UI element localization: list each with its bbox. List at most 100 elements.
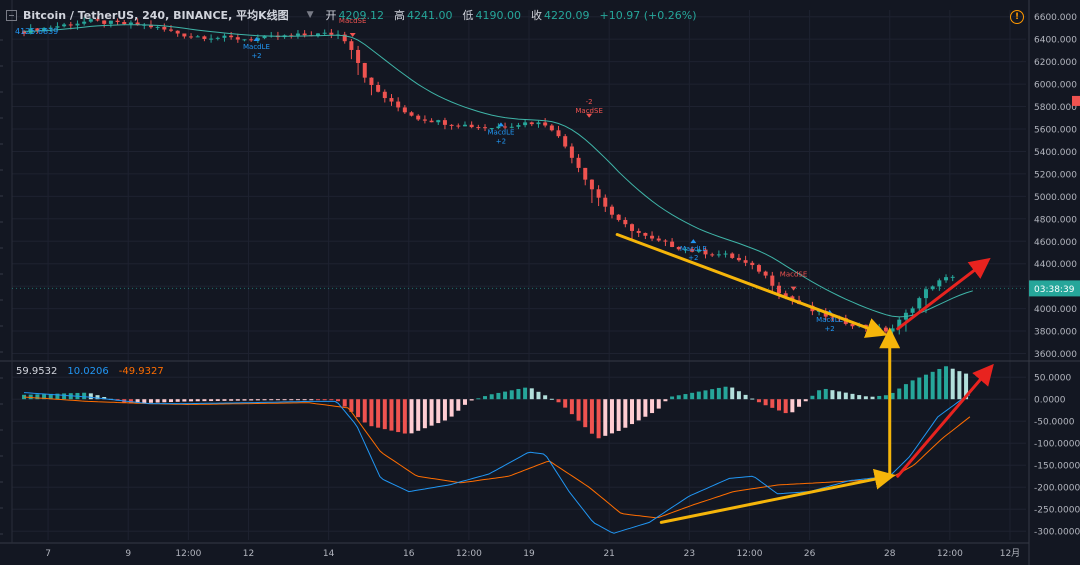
- candle-body: [736, 257, 741, 261]
- macd-histogram-bar: [616, 399, 621, 431]
- candle-body: [790, 296, 795, 301]
- macd-histogram-bar: [630, 399, 635, 425]
- candle-body: [122, 22, 127, 25]
- macd-histogram-bar: [456, 399, 461, 411]
- macd-histogram-bar: [797, 399, 802, 407]
- candle-body: [436, 120, 441, 123]
- macd-histogram-bar: [837, 391, 842, 400]
- candle-body: [603, 197, 608, 207]
- macd-histogram-bar: [242, 399, 247, 401]
- macd-histogram-bar: [763, 399, 768, 406]
- short-signal-arrow-icon: [790, 286, 797, 291]
- candle-body: [82, 21, 87, 24]
- price-tick-label: 5800.000: [1034, 103, 1077, 113]
- macd-histogram-bar: [88, 393, 93, 400]
- macd-histogram-bar: [229, 399, 234, 401]
- macd-histogram-bar: [389, 399, 394, 431]
- macd-histogram-bar: [563, 399, 568, 408]
- macd-histogram-bar: [402, 399, 407, 434]
- high-value: 4241.00: [407, 8, 453, 22]
- candle-body: [723, 253, 728, 255]
- macd-histogram-bar: [409, 399, 414, 434]
- time-tick-label: 12月: [1000, 548, 1020, 559]
- macd-histogram-bar: [944, 366, 949, 400]
- signal-label: +2: [824, 325, 834, 333]
- candle-body: [483, 127, 488, 129]
- candle-body: [442, 120, 447, 125]
- macd-histogram-bar: [569, 399, 574, 415]
- macd-histogram-bar: [342, 399, 347, 407]
- macd-histogram-bar: [576, 399, 581, 421]
- time-tick-label: 12:00: [937, 549, 963, 559]
- signal-label: MacdSE: [575, 107, 603, 115]
- price-tick-label: 3600.000: [1034, 350, 1077, 360]
- candle-body: [409, 112, 414, 116]
- candle-body: [48, 27, 53, 29]
- macd-histogram-bar: [556, 399, 561, 403]
- macd-histogram-bar: [843, 392, 848, 400]
- candle-body: [35, 28, 40, 32]
- time-tick-label: 12:00: [456, 549, 482, 559]
- macd-histogram-bar: [910, 380, 915, 400]
- chevron-down-icon[interactable]: ▼: [306, 10, 314, 20]
- macd-histogram-bar: [917, 377, 922, 400]
- candle-body: [229, 35, 234, 38]
- macd-histogram-bar: [957, 371, 962, 400]
- macd-histogram-bar: [710, 389, 715, 400]
- candle-body: [756, 265, 761, 272]
- signal-label: +2: [688, 254, 698, 262]
- candle-body: [182, 33, 187, 37]
- low-value: 4190.00: [475, 8, 522, 22]
- macd-histogram-bar: [496, 392, 501, 400]
- candle-body: [516, 125, 521, 127]
- macd-histogram-bar: [275, 399, 280, 401]
- candle-body: [616, 214, 621, 220]
- signal-label: MacdLE: [243, 43, 270, 51]
- candle-body: [115, 20, 120, 23]
- macd-histogram-bar: [937, 368, 942, 400]
- red-trend-arrow: [896, 257, 991, 331]
- macd-histogram-bar: [416, 399, 421, 431]
- macd-histogram-bar: [289, 399, 294, 401]
- macd-histogram-bar: [489, 394, 494, 400]
- candle-body: [883, 327, 888, 332]
- candle-body: [776, 285, 781, 294]
- candle-body: [930, 286, 935, 290]
- candle-body: [202, 36, 207, 39]
- price-tick-label: 5000.000: [1034, 193, 1077, 203]
- candle-body: [429, 120, 434, 123]
- symbol-title[interactable]: Bitcoin / TetherUS, 240, BINANCE, 平均K线图: [23, 9, 289, 22]
- time-tick-label: 12:00: [736, 549, 762, 559]
- macd-histogram-bar: [449, 399, 454, 417]
- candle-body: [589, 179, 594, 190]
- candle-body: [329, 32, 334, 35]
- macd-histogram-bar: [790, 399, 795, 413]
- macd-histogram-bar: [743, 394, 748, 400]
- change-value: +10.97 (+0.26%): [599, 8, 697, 22]
- macd-histogram-bar: [930, 371, 935, 400]
- candle-body: [75, 23, 80, 26]
- candle-body: [576, 157, 581, 168]
- candle-body: [342, 34, 347, 42]
- long-signal-arrow-icon: [690, 239, 697, 244]
- minus-box-icon[interactable]: [6, 9, 17, 21]
- candle-body: [215, 37, 220, 39]
- time-tick-label: 19: [523, 549, 535, 559]
- macd-tick-label: 0.0000: [1034, 396, 1066, 406]
- candle-body: [609, 206, 614, 215]
- macd-histogram-bar: [469, 399, 474, 401]
- candle-body: [536, 122, 541, 125]
- price-tick-label: 6400.000: [1034, 36, 1077, 46]
- short-signal-arrow-icon: [349, 32, 356, 37]
- macd-histogram-bar: [923, 374, 928, 400]
- macd-histogram-bar: [529, 388, 534, 400]
- candle-body: [750, 262, 755, 266]
- macd-histogram-bar: [62, 393, 67, 400]
- price-tick-label: 6600.000: [1034, 13, 1077, 23]
- candle-body: [523, 122, 528, 126]
- warning-circle-icon[interactable]: !: [1010, 10, 1024, 24]
- macd-histogram-bar: [897, 388, 902, 400]
- time-tick-label: 28: [884, 549, 896, 559]
- macd-histogram-bar: [336, 399, 341, 402]
